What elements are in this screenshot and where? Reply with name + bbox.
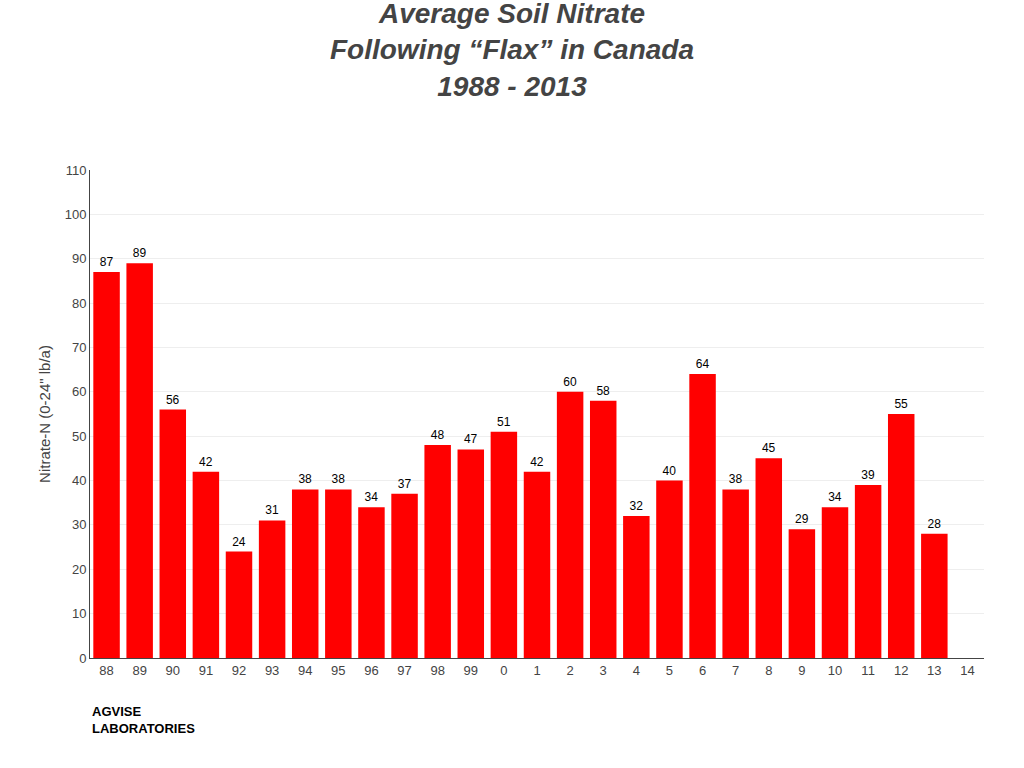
svg-text:0: 0: [79, 651, 86, 666]
svg-text:38: 38: [298, 472, 312, 486]
svg-text:93: 93: [265, 663, 279, 678]
svg-text:91: 91: [199, 663, 213, 678]
svg-text:10: 10: [828, 663, 842, 678]
svg-text:20: 20: [72, 562, 86, 577]
svg-text:9: 9: [798, 663, 805, 678]
svg-text:10: 10: [72, 606, 86, 621]
svg-text:60: 60: [563, 375, 577, 389]
svg-text:32: 32: [629, 499, 643, 513]
svg-text:94: 94: [298, 663, 312, 678]
svg-text:6: 6: [699, 663, 706, 678]
svg-text:60: 60: [72, 384, 86, 399]
svg-text:0: 0: [500, 663, 507, 678]
svg-text:99: 99: [464, 663, 478, 678]
svg-text:89: 89: [133, 246, 147, 260]
svg-text:31: 31: [265, 503, 279, 517]
svg-text:55: 55: [894, 397, 908, 411]
svg-text:88: 88: [99, 663, 113, 678]
svg-text:47: 47: [464, 432, 478, 446]
svg-text:97: 97: [397, 663, 411, 678]
svg-text:8: 8: [765, 663, 772, 678]
svg-text:3: 3: [600, 663, 607, 678]
svg-text:2: 2: [566, 663, 573, 678]
svg-text:40: 40: [72, 473, 86, 488]
svg-text:87: 87: [100, 255, 114, 269]
svg-text:AGVISELABORATORIES: AGVISELABORATORIES: [92, 704, 195, 736]
svg-text:90: 90: [166, 663, 180, 678]
svg-text:4: 4: [633, 663, 640, 678]
svg-text:51: 51: [497, 415, 511, 429]
svg-text:110: 110: [66, 163, 87, 178]
svg-text:7: 7: [732, 663, 739, 678]
svg-text:24: 24: [232, 535, 246, 549]
svg-text:90: 90: [72, 251, 86, 266]
svg-text:11: 11: [861, 663, 875, 678]
svg-text:40: 40: [663, 464, 677, 478]
svg-text:13: 13: [927, 663, 941, 678]
svg-text:42: 42: [530, 455, 544, 469]
svg-text:45: 45: [762, 441, 776, 455]
svg-text:28: 28: [927, 517, 941, 531]
svg-text:12: 12: [894, 663, 908, 678]
svg-text:100: 100: [65, 207, 87, 222]
svg-text:89: 89: [132, 663, 146, 678]
svg-text:14: 14: [960, 663, 974, 678]
svg-text:29: 29: [795, 512, 809, 526]
svg-text:38: 38: [331, 472, 345, 486]
svg-text:58: 58: [596, 384, 610, 398]
svg-text:98: 98: [430, 663, 444, 678]
svg-text:Nitrate-N (0-24" lb/a): Nitrate-N (0-24" lb/a): [36, 345, 53, 483]
svg-text:37: 37: [398, 477, 412, 491]
svg-text:30: 30: [72, 517, 86, 532]
svg-text:70: 70: [72, 340, 86, 355]
svg-text:92: 92: [232, 663, 246, 678]
svg-text:38: 38: [729, 472, 743, 486]
svg-text:1: 1: [533, 663, 540, 678]
svg-text:80: 80: [72, 296, 86, 311]
svg-text:42: 42: [199, 455, 213, 469]
svg-text:56: 56: [166, 393, 180, 407]
svg-text:50: 50: [72, 429, 86, 444]
svg-text:34: 34: [828, 490, 842, 504]
svg-text:5: 5: [666, 663, 673, 678]
svg-text:Average Soil NitrateFollowing: Average Soil NitrateFollowing “Flax” in …: [330, 0, 694, 102]
svg-text:64: 64: [696, 357, 710, 371]
svg-text:95: 95: [331, 663, 345, 678]
svg-text:48: 48: [431, 428, 445, 442]
svg-text:34: 34: [365, 490, 379, 504]
svg-text:39: 39: [861, 468, 875, 482]
svg-text:96: 96: [364, 663, 378, 678]
